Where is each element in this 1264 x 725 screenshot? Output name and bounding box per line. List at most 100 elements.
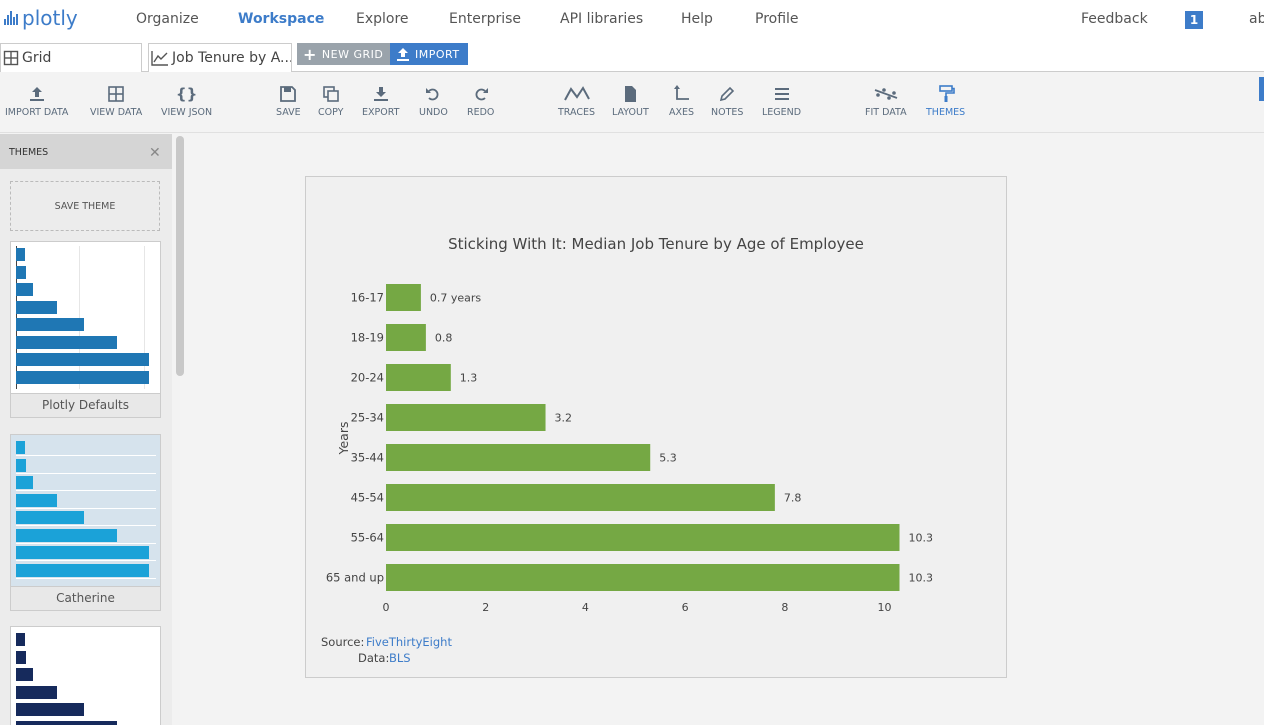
thumbnail-bar xyxy=(16,720,117,725)
legend-button[interactable]: LEGEND xyxy=(762,85,801,118)
redo-icon xyxy=(475,88,488,101)
thumbnail-bar xyxy=(16,300,58,314)
right-edge-tab[interactable] xyxy=(1259,77,1264,101)
nav-link-explore[interactable]: Explore xyxy=(356,11,409,27)
thumbnail-bar xyxy=(16,685,58,699)
thumbnail-bar xyxy=(16,248,26,261)
bar-65-and-up[interactable] xyxy=(386,564,900,591)
save-button[interactable]: SAVE xyxy=(276,85,301,118)
thumbnail-gridline xyxy=(16,525,156,526)
themes-button[interactable]: THEMES xyxy=(926,85,965,118)
thumbnail-bar xyxy=(16,493,58,507)
theme-card-catherine[interactable]: Catherine xyxy=(10,434,161,611)
bar-20-24[interactable] xyxy=(386,364,451,391)
copy-button[interactable]: COPY xyxy=(318,85,343,118)
plotly-logo-icon xyxy=(4,11,18,25)
export-button[interactable]: EXPORT xyxy=(362,85,399,118)
upload-icon xyxy=(397,48,409,61)
nav-link-workspace[interactable]: Workspace xyxy=(238,11,325,27)
tab-grid[interactable]: Grid xyxy=(0,43,142,72)
axes-label: AXES xyxy=(669,107,695,118)
thumbnail-gridline xyxy=(16,455,156,456)
tab-plot[interactable]: Job Tenure by A... xyxy=(148,43,292,72)
layout-button[interactable]: LAYOUT xyxy=(612,85,649,118)
redo-button[interactable]: REDO xyxy=(467,85,494,118)
y-tick-label: 45-54 xyxy=(351,491,384,505)
y-tick-label: 65 and up xyxy=(326,571,384,585)
y-tick-label: 55-64 xyxy=(351,531,384,545)
import-button[interactable]: IMPORT xyxy=(390,43,468,65)
data-label: 0.7 years xyxy=(430,292,482,305)
bar-45-54[interactable] xyxy=(386,484,775,511)
bar-55-64[interactable] xyxy=(386,524,900,551)
close-icon[interactable]: ✕ xyxy=(149,145,161,161)
data-source-link[interactable]: BLS xyxy=(389,651,411,665)
notes-button[interactable]: NOTES xyxy=(711,85,743,118)
nav-link-enterprise[interactable]: Enterprise xyxy=(449,11,522,27)
save-theme-button[interactable]: SAVE THEME xyxy=(10,181,160,231)
source-label: Source: xyxy=(321,635,364,649)
traces-icon xyxy=(563,86,590,101)
thumbnail-bar xyxy=(16,353,149,366)
scrollbar-thumb[interactable] xyxy=(176,136,184,376)
themes-panel-header: THEMES xyxy=(0,134,172,169)
source-link[interactable]: FiveThirtyEight xyxy=(366,635,452,649)
view-data-button[interactable]: VIEW DATA xyxy=(90,85,142,118)
theme-card-dark-blue[interactable] xyxy=(10,626,161,725)
import-label: IMPORT xyxy=(415,47,460,61)
theme-card-plotly-defaults[interactable]: Plotly Defaults xyxy=(10,241,161,418)
new-grid-button[interactable]: + NEW GRID xyxy=(297,43,392,65)
notification-badge[interactable]: 1 xyxy=(1185,11,1203,29)
axes-button[interactable]: AXES xyxy=(669,85,694,118)
bar-16-17[interactable] xyxy=(386,284,421,311)
legend-label: LEGEND xyxy=(762,107,802,118)
themes-label: THEMES xyxy=(926,107,966,118)
feedback-link[interactable]: Feedback xyxy=(1081,11,1148,27)
thumbnail-bar xyxy=(16,458,27,472)
fit-data-label: FIT DATA xyxy=(865,107,907,118)
thumbnail-bar xyxy=(16,563,149,577)
y-tick-label: 25-34 xyxy=(351,411,384,425)
nav-link-api-libraries[interactable]: API libraries xyxy=(560,11,644,27)
axes-icon xyxy=(673,85,689,100)
thumbnail-bar xyxy=(16,441,26,454)
nav-link-organize[interactable]: Organize xyxy=(136,11,199,27)
data-source-label: Data: xyxy=(358,651,389,665)
thumbnail-bar xyxy=(16,476,33,489)
bar-35-44[interactable] xyxy=(386,444,651,471)
data-label: 0.8 xyxy=(435,332,453,345)
data-label: 5.3 xyxy=(659,452,677,465)
traces-button[interactable]: TRACES xyxy=(558,85,595,118)
bar-18-19[interactable] xyxy=(386,324,426,351)
theme-name: Catherine xyxy=(11,586,160,610)
chart-title: Sticking With It: Median Job Tenure by A… xyxy=(448,235,864,253)
line-chart-icon xyxy=(151,51,168,66)
view-json-label: VIEW JSON xyxy=(161,107,213,118)
braces-icon: {} xyxy=(175,85,198,103)
view-json-button[interactable]: {} VIEW JSON xyxy=(161,85,212,118)
data-label: 7.8 xyxy=(784,492,802,505)
import-data-button[interactable]: IMPORT DATA xyxy=(5,85,68,118)
upload-icon xyxy=(29,87,44,101)
tab-plot-label: Job Tenure by A... xyxy=(172,50,292,66)
fit-data-button[interactable]: FIT DATA xyxy=(865,85,907,118)
user-menu[interactable]: ab xyxy=(1249,11,1264,27)
thumbnail-gridline xyxy=(16,507,156,509)
data-label: 3.2 xyxy=(555,412,573,425)
bar-25-34[interactable] xyxy=(386,404,546,431)
copy-label: COPY xyxy=(318,107,344,118)
undo-button[interactable]: UNDO xyxy=(419,85,448,118)
bar-chart[interactable]: Sticking With It: Median Job Tenure by A… xyxy=(306,177,1006,677)
thumbnail-gridline xyxy=(144,246,145,389)
x-tick-label: 0 xyxy=(383,601,390,614)
x-tick-label: 8 xyxy=(781,601,788,614)
nav-link-profile[interactable]: Profile xyxy=(755,11,799,27)
plotly-logo[interactable]: plotly xyxy=(4,6,78,30)
view-data-label: VIEW DATA xyxy=(90,107,143,118)
file-tab-row: Grid Job Tenure by A... + NEW GRID IMPOR… xyxy=(0,40,1264,72)
thumbnail-gridline xyxy=(79,246,80,389)
list-icon xyxy=(774,88,789,100)
undo-label: UNDO xyxy=(419,107,448,118)
nav-link-help[interactable]: Help xyxy=(681,11,713,27)
themes-panel-scrollbar[interactable] xyxy=(174,134,186,725)
